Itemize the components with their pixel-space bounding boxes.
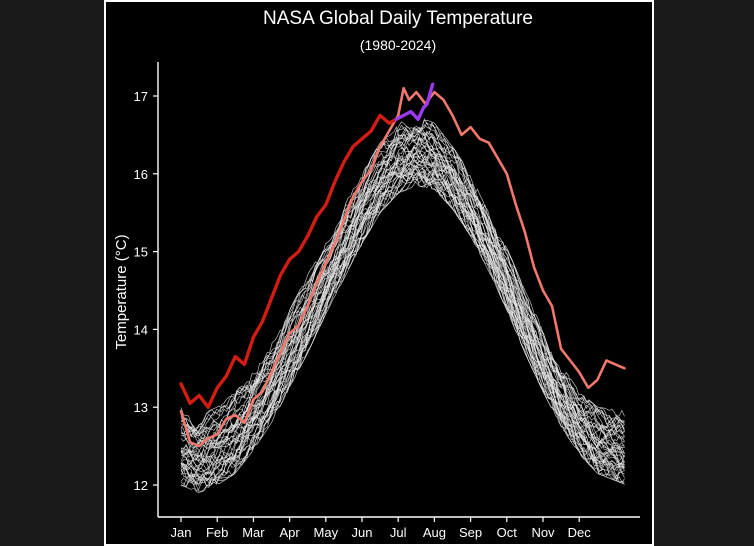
x-tick-label-feb: Feb — [206, 525, 228, 540]
historical-year-line — [180, 156, 625, 478]
x-tick-label-nov: Nov — [531, 525, 555, 540]
x-tick-label-jul: Jul — [390, 525, 407, 540]
chart-subtitle: (1980-2024) — [360, 37, 436, 53]
historical-year-line — [180, 136, 625, 456]
highlighted-years-lines — [179, 82, 626, 448]
x-tick-label-sep: Sep — [459, 525, 482, 540]
historical-year-line — [180, 118, 625, 434]
historical-year-line — [180, 166, 625, 488]
axes — [157, 62, 640, 518]
x-tick-label-may: May — [314, 525, 339, 540]
x-tick-label-mar: Mar — [242, 525, 265, 540]
series-line-2023 — [179, 86, 626, 448]
y-tick-label: 17 — [134, 89, 148, 104]
x-tick-label-dec: Dec — [568, 525, 592, 540]
y-tick-label: 16 — [134, 167, 148, 182]
y-axis-ticks: 12 13 14 15 16 17 — [134, 89, 158, 493]
x-tick-label-jun: Jun — [352, 525, 373, 540]
x-tick-label-jan: Jan — [171, 525, 192, 540]
historical-year-line — [180, 148, 625, 468]
x-tick-label-aug: Aug — [423, 525, 446, 540]
historical-year-line — [180, 168, 625, 487]
historical-year-line — [180, 121, 625, 438]
historical-year-line — [180, 133, 625, 446]
series-line-2024 — [179, 113, 399, 409]
historical-year-line — [180, 169, 625, 488]
y-tick-label: 15 — [134, 245, 148, 260]
historical-year-line — [180, 126, 625, 434]
y-axis-label: Temperature (°C) — [113, 234, 130, 349]
historical-year-line — [180, 124, 625, 439]
x-tick-label-oct: Oct — [497, 525, 518, 540]
historical-years-lines — [180, 118, 625, 493]
series-line-2024-latest — [394, 82, 435, 121]
historical-year-line — [180, 168, 625, 487]
historical-year-line — [180, 144, 625, 465]
y-tick-label: 12 — [134, 478, 148, 493]
y-tick-label: 13 — [134, 400, 148, 415]
x-axis-ticks: Jan Feb Mar Apr May Jun Jul Aug Sep Oct Nov Dec — [171, 517, 592, 540]
y-tick-label: 14 — [134, 322, 148, 337]
historical-year-line — [180, 152, 625, 467]
historical-year-line — [180, 171, 625, 487]
historical-year-line — [180, 143, 625, 454]
historical-year-line — [180, 162, 625, 485]
x-tick-label-apr: Apr — [279, 525, 300, 540]
chart-title: NASA Global Daily Temperature — [263, 8, 533, 29]
